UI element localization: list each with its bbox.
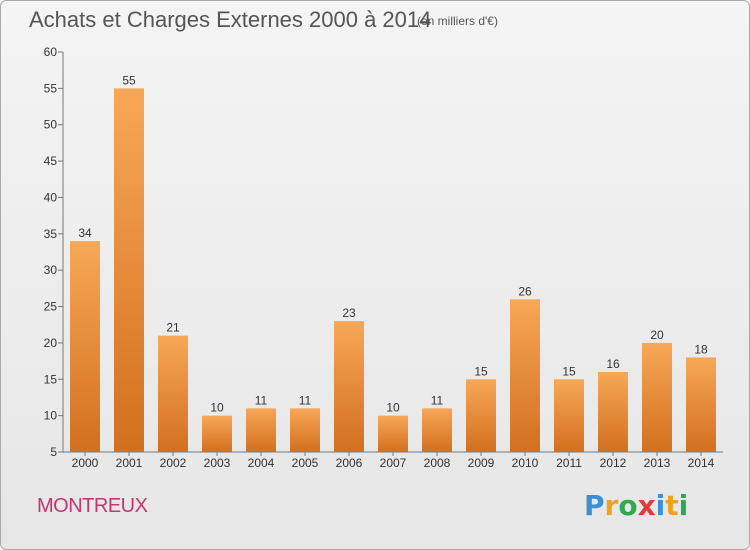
y-tick-label: 10: [44, 409, 58, 423]
bar-2003: [202, 415, 232, 452]
value-label-2012: 16: [606, 357, 620, 371]
logo-letter: t: [665, 489, 679, 522]
bar-2006: [334, 321, 364, 452]
value-label-2001: 55: [122, 73, 136, 87]
y-tick-label: 30: [44, 263, 58, 277]
bar-2010: [510, 299, 540, 452]
y-tick-label: 40: [44, 190, 58, 204]
x-tick-label-2014: 2014: [688, 456, 715, 470]
chart-axes: 5 10 15 20 25 30 35 40 45 50 55 60 2000 2001 2002 2003 2…: [44, 45, 723, 470]
x-tick-label-2005: 2005: [292, 456, 319, 470]
value-label-2004: 11: [255, 393, 268, 407]
logo-letter: x: [637, 489, 656, 522]
x-tick-label-2010: 2010: [512, 456, 539, 470]
x-tick-label-2003: 2003: [204, 456, 231, 470]
bar-2000: [70, 241, 100, 452]
x-tick-label-2001: 2001: [116, 456, 143, 470]
chart-unit: (en milliers d'€): [417, 14, 498, 28]
logo-letter: i: [678, 489, 689, 522]
logo-letter: i: [655, 489, 666, 522]
proxiti-logo: Proxiti: [584, 489, 688, 522]
y-tick-label: 50: [44, 118, 58, 132]
bar-2002: [158, 335, 188, 452]
x-tick-label-2004: 2004: [248, 456, 275, 470]
value-label-2000: 34: [78, 226, 92, 240]
value-label-2006: 23: [342, 306, 356, 320]
x-tick-label-2011: 2011: [556, 456, 582, 470]
y-tick-label: 45: [44, 154, 58, 168]
city-name: MONTREUX: [37, 495, 148, 517]
x-tick-label-2000: 2000: [72, 456, 99, 470]
value-label-2013: 20: [650, 328, 664, 342]
bar-2009: [466, 379, 496, 452]
bar-2013: [642, 342, 672, 452]
y-tick-label: 55: [44, 81, 58, 95]
y-tick-label: 5: [50, 445, 57, 459]
bar-2008: [422, 408, 452, 452]
value-label-2010: 26: [518, 284, 532, 298]
value-label-2007: 10: [386, 401, 400, 415]
x-tick-label-2006: 2006: [336, 456, 363, 470]
bar-2014: [686, 357, 716, 452]
bar-2007: [378, 415, 408, 452]
bar-2005: [290, 408, 320, 452]
x-tick-label-2002: 2002: [160, 456, 187, 470]
y-tick-label: 25: [44, 300, 58, 314]
value-label-2009: 15: [474, 364, 488, 378]
value-label-2014: 18: [694, 342, 708, 356]
x-tick-label-2008: 2008: [424, 456, 451, 470]
x-tick-label-2012: 2012: [600, 456, 627, 470]
y-tick-label: 15: [44, 372, 58, 386]
bar-2011: [554, 379, 584, 452]
chart-bars: [70, 88, 716, 452]
x-tick-label-2007: 2007: [380, 456, 407, 470]
x-tick-label-2013: 2013: [644, 456, 671, 470]
chart-value-labels: 34 55 21 10 11 11 23 10 11 15 26 15 16 20 18: [78, 73, 708, 414]
logo-letter: r: [604, 489, 619, 522]
bar-2004: [246, 408, 276, 452]
logo-letter: P: [584, 489, 605, 522]
value-label-2002: 21: [166, 321, 180, 335]
y-tick-label: 20: [44, 336, 58, 350]
value-label-2011: 15: [562, 364, 576, 378]
x-tick-label-2009: 2009: [468, 456, 495, 470]
value-label-2008: 11: [431, 393, 444, 407]
value-label-2003: 10: [210, 401, 224, 415]
logo-letter: o: [618, 489, 638, 522]
bar-2001: [114, 88, 144, 452]
value-label-2005: 11: [299, 393, 312, 407]
chart-title: Achats et Charges Externes 2000 à 2014: [29, 7, 432, 32]
y-tick-label: 35: [44, 227, 58, 241]
bar-2012: [598, 372, 628, 452]
y-tick-label: 60: [44, 45, 58, 59]
